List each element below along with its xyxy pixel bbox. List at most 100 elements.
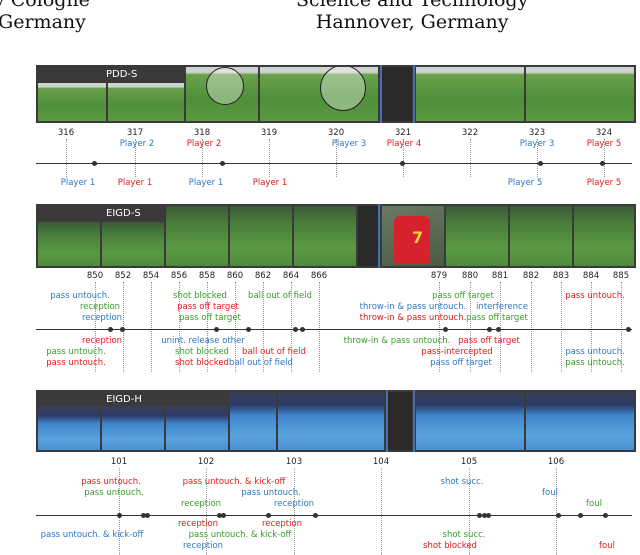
- video-frame: [510, 206, 572, 266]
- event-marker: [300, 327, 305, 332]
- event-label: pass untouch. & kick-off: [182, 477, 286, 487]
- event-label: unint. release other: [161, 336, 245, 346]
- player-label: Player 1: [188, 178, 224, 188]
- frame-number: 852: [114, 271, 132, 281]
- event-label: throw-in & pass untouch.: [359, 313, 467, 323]
- video-frame: [294, 206, 356, 266]
- video-frame: [166, 406, 228, 450]
- event-label: pass untouch.: [241, 488, 301, 498]
- frame-number: 320: [327, 128, 345, 138]
- event-marker: [578, 513, 583, 518]
- video-frame: [186, 67, 258, 121]
- video-frame: [446, 206, 508, 266]
- event-label: pass off target: [177, 302, 239, 312]
- frame-number: 881: [491, 271, 509, 281]
- frame-number: 101: [110, 457, 128, 467]
- event-marker: [626, 327, 631, 332]
- event-label: shot blocked: [423, 541, 477, 551]
- frame-number: 322: [461, 128, 479, 138]
- event-marker: [556, 513, 561, 518]
- video-frame: [166, 206, 228, 266]
- event-marker: [538, 161, 543, 166]
- event-label: pass-intercepted: [421, 347, 493, 357]
- event-label: pass untouch. & kick-off: [188, 530, 292, 540]
- player-label: Player 2: [186, 139, 222, 149]
- event-label: pass off target: [466, 313, 528, 323]
- frame-number: 105: [460, 457, 478, 467]
- strip-label-eigd-s: EIGD-S: [106, 208, 141, 219]
- frame-number: 318: [193, 128, 211, 138]
- video-frame: [278, 392, 384, 450]
- video-frame: [358, 206, 378, 266]
- event-marker: [214, 327, 219, 332]
- event-label: reception: [79, 302, 121, 312]
- player-label: Player 3: [519, 139, 555, 149]
- affiliation-left: y Cologne Germany: [0, 0, 90, 33]
- frame-number: 883: [552, 271, 570, 281]
- frame-number: 879: [430, 271, 448, 281]
- video-frame: [102, 222, 164, 266]
- event-marker: [92, 161, 97, 166]
- player-label: Player 5: [586, 139, 622, 149]
- player-label: Player 1: [60, 178, 96, 188]
- video-frame: [108, 83, 184, 121]
- event-marker: [266, 513, 271, 518]
- event-marker: [496, 327, 501, 332]
- event-label: shot blocked: [175, 358, 229, 368]
- frame-number: 102: [197, 457, 215, 467]
- video-frame: [388, 392, 412, 450]
- video-frame: [260, 67, 378, 121]
- frame-number: 103: [285, 457, 303, 467]
- eigd-s-strip: EIGD-S 7: [36, 204, 636, 268]
- event-label: reception: [182, 541, 224, 551]
- frame-number: 854: [142, 271, 160, 281]
- event-marker: [487, 327, 492, 332]
- event-marker: [145, 513, 150, 518]
- event-marker: [117, 513, 122, 518]
- event-label: pass off target: [458, 336, 520, 346]
- event-marker: [482, 513, 487, 518]
- event-label: reception: [81, 313, 123, 323]
- event-marker: [443, 327, 448, 332]
- affiliation-right-line2: Hannover, Germany: [315, 11, 509, 33]
- video-frame: [574, 206, 634, 266]
- affiliation-left-line1: y Cologne: [0, 0, 90, 11]
- event-marker: [246, 327, 251, 332]
- video-frame: [526, 392, 634, 450]
- strip-label-pdd-s: PDD-S: [106, 69, 138, 80]
- player-label: Player 3: [331, 139, 367, 149]
- video-frame: [416, 67, 524, 121]
- event-label: pass off target: [430, 358, 492, 368]
- video-frame: [230, 206, 292, 266]
- event-marker: [120, 327, 125, 332]
- event-label: shot succ.: [442, 530, 486, 540]
- player-label: Player 1: [117, 178, 153, 188]
- event-label: pass untouch.: [565, 358, 625, 368]
- video-frame: 7: [382, 206, 444, 266]
- event-label: pass untouch.: [565, 347, 625, 357]
- frame-number: 321: [394, 128, 412, 138]
- frame-number: 884: [582, 271, 600, 281]
- player-label: Player 4: [386, 139, 422, 149]
- event-label: shot succ.: [440, 477, 484, 487]
- event-label: foul: [599, 541, 615, 551]
- event-marker: [293, 327, 298, 332]
- event-label: pass untouch.: [46, 347, 106, 357]
- event-marker: [600, 161, 605, 166]
- event-marker: [220, 161, 225, 166]
- frame-number: 864: [282, 271, 300, 281]
- frame-number: 316: [57, 128, 75, 138]
- pdd-s-strip: PDD-S: [36, 65, 636, 123]
- affiliation-right-line1: Science and Technology: [296, 0, 529, 11]
- event-label: ball out of field: [242, 347, 306, 357]
- frame-number: 885: [612, 271, 630, 281]
- event-label: ball out of field: [229, 358, 293, 368]
- event-label: pass off target: [432, 291, 494, 301]
- frame-number: 880: [461, 271, 479, 281]
- frame-number: 858: [198, 271, 216, 281]
- event-label: throw-in & pass untouch.: [359, 302, 467, 312]
- frame-number: 866: [310, 271, 328, 281]
- frame-number: 319: [260, 128, 278, 138]
- video-frame: [416, 392, 524, 450]
- event-label: reception: [180, 499, 222, 509]
